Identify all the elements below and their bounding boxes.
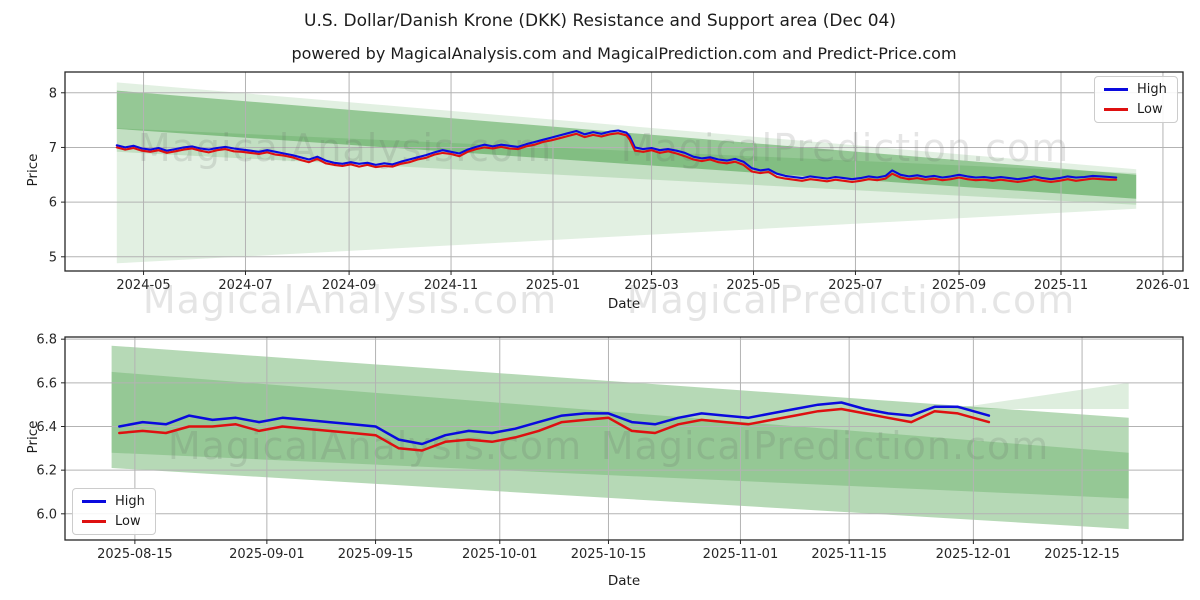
high-line	[115, 129, 1118, 181]
low-line	[115, 132, 1118, 183]
legend-label-low: Low	[115, 514, 141, 529]
legend-item-low: Low	[1104, 102, 1167, 117]
y-tick-label: 6.0	[36, 507, 57, 522]
resistance-band	[116, 90, 1137, 199]
x-tick-label: 2025-11	[1034, 278, 1088, 293]
top-chart-legend: High Low	[1094, 76, 1178, 123]
x-tick-label: 2025-12-15	[1044, 547, 1120, 562]
x-tick-label: 2025-11-01	[703, 547, 779, 562]
legend-item-low: Low	[82, 514, 145, 529]
top-x-axis-label: Date	[607, 296, 641, 312]
x-tick-label: 2025-05	[726, 278, 780, 293]
low-line	[118, 407, 991, 452]
bottom-x-axis-label: Date	[607, 573, 641, 589]
y-tick-label: 5	[49, 250, 57, 265]
upper-flare-band	[950, 382, 1129, 409]
y-tick-label: 6.8	[36, 333, 57, 348]
x-tick-label: 2024-09	[322, 278, 376, 293]
outer-channel-band	[111, 345, 1129, 530]
x-tick-label: 2024-07	[218, 278, 272, 293]
x-tick-label: 2025-01	[526, 278, 580, 293]
legend-label-low: Low	[1137, 102, 1163, 117]
legend-item-high: High	[1104, 82, 1167, 97]
bottom-chart-legend: High Low	[72, 488, 156, 535]
x-tick-label: 2025-09	[932, 278, 986, 293]
legend-label-high: High	[1137, 82, 1167, 97]
plot-frame	[64, 336, 1184, 541]
x-tick-label: 2024-05	[116, 278, 170, 293]
y-tick-label: 7	[49, 141, 57, 156]
high-line-swatch	[82, 500, 106, 503]
legend-label-high: High	[115, 494, 145, 509]
x-tick-label: 2026-01	[1136, 278, 1190, 293]
watermark-prediction: MagicalPrediction.com	[627, 278, 1076, 322]
inner-channel-band	[111, 371, 1129, 499]
watermark-prediction: MagicalPrediction.com	[601, 424, 1050, 468]
x-tick-label: 2025-03	[624, 278, 678, 293]
outer-channel-band	[116, 82, 1137, 264]
y-tick-label: 6.2	[36, 464, 57, 479]
watermark-prediction: MagicalPrediction.com	[621, 126, 1070, 170]
low-line-swatch	[1104, 108, 1128, 111]
y-tick-label: 6.4	[36, 420, 57, 435]
figure-title: U.S. Dollar/Danish Krone (DKK) Resistanc…	[304, 11, 896, 31]
plot-frame	[64, 71, 1184, 272]
y-tick-label: 6	[49, 196, 57, 211]
x-tick-label: 2025-09-01	[229, 547, 305, 562]
y-tick-label: 6.6	[36, 376, 57, 391]
x-tick-label: 2025-10-15	[571, 547, 647, 562]
x-tick-label: 2025-12-01	[936, 547, 1012, 562]
x-tick-label: 2025-08-15	[97, 547, 173, 562]
x-tick-label: 2025-09-15	[338, 547, 414, 562]
watermark-analysis: MagicalAnalysis.com	[168, 424, 582, 468]
x-tick-label: 2025-07	[828, 278, 882, 293]
x-tick-label: 2024-11	[424, 278, 478, 293]
low-line-swatch	[82, 520, 106, 523]
y-tick-label: 8	[49, 86, 57, 101]
figure-subtitle: powered by MagicalAnalysis.com and Magic…	[291, 44, 957, 63]
watermark-analysis: MagicalAnalysis.com	[143, 278, 557, 322]
legend-item-high: High	[82, 494, 145, 509]
high-line	[118, 401, 991, 446]
bottom-y-axis-label: Price	[25, 420, 41, 454]
x-tick-label: 2025-11-15	[811, 547, 887, 562]
x-tick-label: 2025-10-01	[462, 547, 538, 562]
high-line-swatch	[1104, 88, 1128, 91]
top-y-axis-label: Price	[25, 153, 41, 187]
